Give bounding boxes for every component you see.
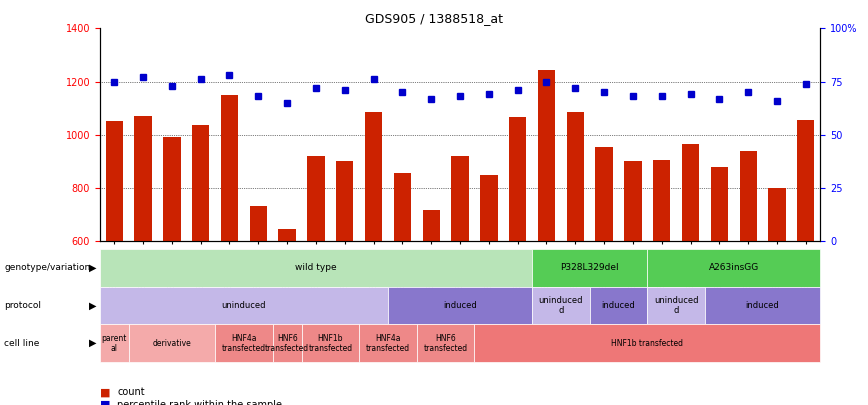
Text: HNF4a
transfected: HNF4a transfected — [366, 334, 410, 353]
Text: protocol: protocol — [4, 301, 42, 310]
Text: count: count — [117, 388, 145, 397]
Bar — [307, 156, 325, 241]
Text: induced: induced — [602, 301, 635, 310]
Text: parent
al: parent al — [102, 334, 127, 353]
Text: HNF6
transfected: HNF6 transfected — [424, 334, 468, 353]
Bar — [220, 95, 238, 241]
Text: uninduced
d: uninduced d — [654, 296, 699, 315]
Bar — [250, 207, 267, 241]
Text: induced: induced — [746, 301, 779, 310]
Text: GDS905 / 1388518_at: GDS905 / 1388518_at — [365, 12, 503, 25]
Bar — [711, 166, 728, 241]
Text: uninduced
d: uninduced d — [539, 296, 583, 315]
Bar — [480, 175, 497, 241]
Text: HNF6
transfected: HNF6 transfected — [265, 334, 309, 353]
Bar — [394, 173, 411, 241]
Bar — [192, 126, 209, 241]
Bar — [653, 160, 670, 241]
Bar — [163, 137, 181, 241]
Text: A263insGG: A263insGG — [708, 263, 759, 273]
Bar — [451, 156, 469, 241]
Text: P328L329del: P328L329del — [561, 263, 619, 273]
Bar — [538, 70, 556, 241]
Text: HNF1b
transfected: HNF1b transfected — [308, 334, 352, 353]
Bar — [624, 161, 641, 241]
Text: wild type: wild type — [295, 263, 337, 273]
Text: ▶: ▶ — [89, 338, 96, 348]
Bar — [682, 144, 700, 241]
Bar — [336, 161, 353, 241]
Bar — [595, 147, 613, 241]
Text: genotype/variation: genotype/variation — [4, 263, 90, 273]
Bar — [768, 188, 786, 241]
Bar — [740, 151, 757, 241]
Bar — [135, 116, 152, 241]
Bar — [567, 112, 584, 241]
Text: HNF1b transfected: HNF1b transfected — [611, 339, 683, 348]
Bar — [509, 117, 526, 241]
Text: uninduced: uninduced — [221, 301, 266, 310]
Text: percentile rank within the sample: percentile rank within the sample — [117, 400, 282, 405]
Text: ▶: ▶ — [89, 301, 96, 311]
Text: ■: ■ — [100, 400, 110, 405]
Text: derivative: derivative — [153, 339, 191, 348]
Bar — [797, 120, 814, 241]
Text: ▶: ▶ — [89, 263, 96, 273]
Bar — [106, 122, 123, 241]
Bar — [279, 229, 296, 241]
Text: HNF4a
transfected: HNF4a transfected — [222, 334, 266, 353]
Bar — [423, 211, 440, 241]
Bar — [365, 112, 382, 241]
Text: ■: ■ — [100, 388, 110, 397]
Text: induced: induced — [444, 301, 477, 310]
Text: cell line: cell line — [4, 339, 40, 348]
